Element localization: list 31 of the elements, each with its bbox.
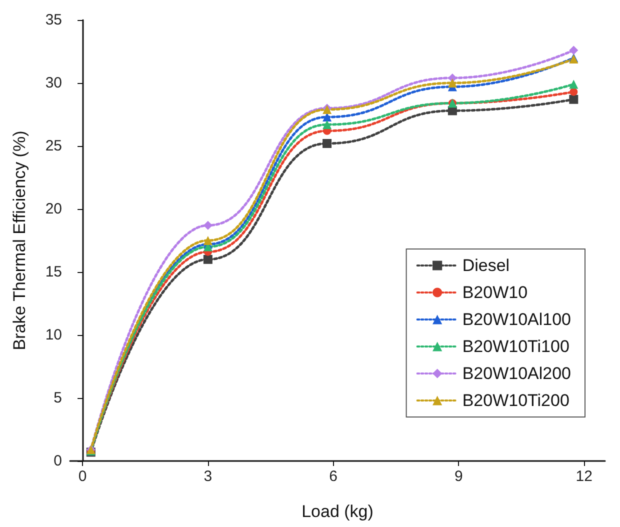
legend-label: B20W10Ti100	[462, 337, 570, 356]
point	[569, 46, 578, 55]
y-tick-label: 35	[45, 12, 62, 28]
point	[322, 120, 332, 130]
y-tick-label: 15	[45, 264, 62, 280]
y-tick-label: 0	[54, 452, 62, 470]
x-tick-label: 9	[454, 468, 463, 485]
y-tick-label: 30	[45, 74, 62, 92]
point	[322, 138, 332, 148]
legend-label: B20W10	[462, 283, 528, 302]
point	[569, 94, 578, 104]
x-tick-label: 6	[329, 468, 338, 485]
legend-label: B20W10Al100	[462, 310, 572, 329]
legend-label: Diesel	[462, 256, 510, 275]
y-tick-label: 5	[54, 390, 62, 406]
point	[203, 220, 212, 230]
y-tick-label: 25	[45, 138, 62, 154]
point	[448, 78, 457, 88]
legend-label: B20W10Al200	[462, 364, 572, 383]
point	[569, 80, 578, 89]
x-axis-title: Load (kg)	[302, 502, 374, 521]
x-tick-label: 12	[576, 468, 592, 485]
point	[203, 254, 212, 264]
point	[203, 236, 212, 245]
y-tick-label: 20	[45, 200, 62, 218]
x-tick-label: 0	[78, 468, 87, 485]
point	[570, 88, 578, 96]
x-tick-label: 3	[204, 468, 212, 485]
y-axis-title: Brake Thermal Efficiency (%)	[10, 130, 29, 350]
legend-label: B20W10Ti200	[462, 391, 570, 410]
y-tick-label: 10	[45, 326, 62, 344]
